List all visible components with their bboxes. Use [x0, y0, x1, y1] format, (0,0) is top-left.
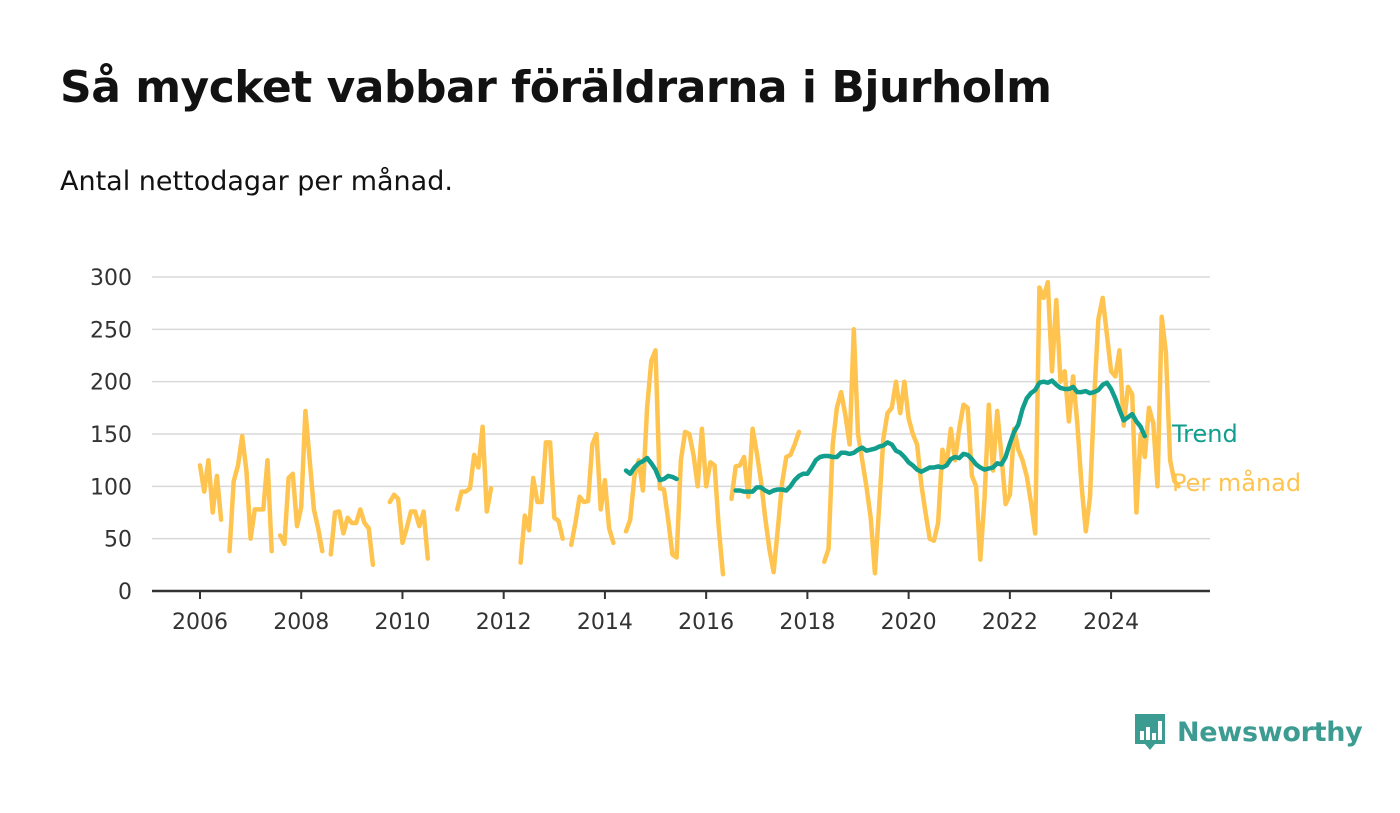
- series-line: [623, 378, 1148, 495]
- y-tick-label: 0: [118, 580, 132, 605]
- series-label: Trend: [1171, 420, 1238, 448]
- x-tick-label: 2008: [273, 610, 329, 635]
- newsworthy-logo: Newsworthy: [1133, 712, 1363, 752]
- x-tick-label: 2024: [1083, 610, 1139, 635]
- series-group: [197, 279, 1181, 577]
- y-tick-label: 150: [90, 423, 132, 448]
- grid-lines: [152, 276, 1210, 540]
- y-tick-label: 300: [90, 266, 132, 291]
- series-label: Per månad: [1172, 468, 1301, 497]
- series-line: [197, 279, 1181, 577]
- y-tick-label: 50: [104, 528, 132, 553]
- x-tick-label: 2022: [982, 610, 1038, 635]
- y-tick-label: 200: [90, 371, 132, 396]
- x-tick-label: 2020: [881, 610, 937, 635]
- x-tick-label: 2016: [678, 610, 734, 635]
- x-tick-label: 2012: [476, 610, 532, 635]
- y-axis-ticks: 0 50 100 150 200 250 300: [90, 266, 132, 605]
- series-labels: Per månad Trend: [1171, 420, 1301, 497]
- bar-chart-badge-icon: [1135, 714, 1165, 750]
- y-tick-label: 250: [90, 318, 132, 343]
- x-axis-ticks: 2006 2008 2010 2012 2014 2016 2018 2020 2022 2024: [172, 591, 1139, 635]
- y-tick-label: 100: [90, 475, 132, 500]
- x-tick-label: 2006: [172, 610, 228, 635]
- page-subtitle: Antal nettodagar per månad.: [60, 166, 453, 197]
- x-tick-label: 2018: [779, 610, 835, 635]
- x-tick-label: 2010: [374, 610, 430, 635]
- x-tick-label: 2014: [577, 610, 633, 635]
- page-title: Så mycket vabbar föräldrarna i Bjurholm: [60, 62, 1052, 113]
- brand-name: Newsworthy: [1177, 716, 1363, 748]
